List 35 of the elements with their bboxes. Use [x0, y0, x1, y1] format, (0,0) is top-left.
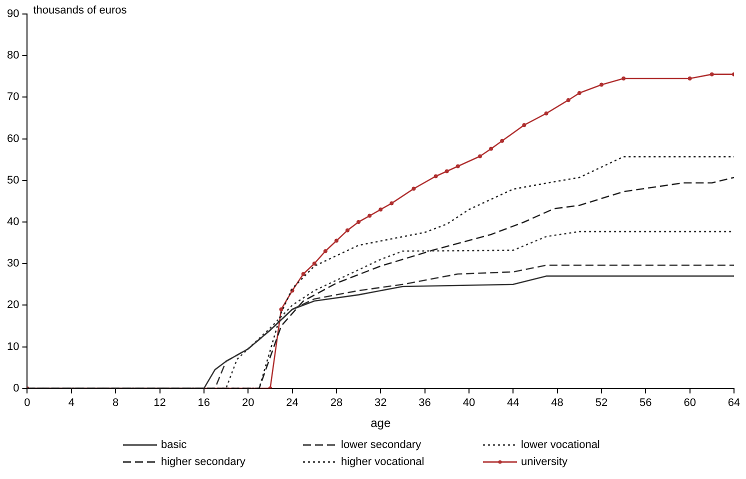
x-tick-label: 56 [640, 397, 652, 410]
x-tick-label: 0 [24, 397, 30, 410]
y-tick-label: 10 [6, 340, 20, 353]
x-tick-label: 36 [418, 397, 431, 410]
x-tick-label: 40 [462, 397, 476, 410]
x-tick-label: 32 [374, 397, 387, 410]
x-tick-label: 28 [330, 397, 343, 410]
legend-label: lower secondary [341, 439, 422, 452]
legend-label: higher secondary [161, 456, 246, 468]
legend-label: lower vocational [521, 439, 600, 452]
legend-label: university [521, 456, 568, 468]
legend-label: basic [161, 439, 188, 452]
y-tick-label: 80 [6, 50, 20, 62]
x-tick-label: 24 [286, 397, 298, 410]
y-tick-label: 40 [6, 216, 20, 228]
x-tick-label: 8 [112, 397, 119, 410]
x-tick-label: 60 [684, 397, 696, 410]
x-tick-label: 20 [242, 397, 254, 410]
x-tick-label: 48 [551, 397, 564, 410]
x-tick-label: 16 [198, 397, 210, 410]
y-tick-label: 20 [6, 299, 20, 312]
y-tick-label: 0 [13, 382, 20, 394]
x-axis-title: age [370, 416, 391, 430]
x-tick-label: 44 [507, 397, 520, 410]
y-tick-label: 90 [6, 8, 20, 20]
x-tick-label: 52 [595, 397, 608, 410]
y-axis-title: thousands of euros [33, 4, 128, 17]
x-tick-label: 12 [154, 397, 166, 410]
x-tick-label: 64 [728, 397, 740, 410]
y-tick-label: 30 [6, 258, 20, 270]
x-tick-label: 4 [68, 397, 74, 410]
y-tick-label: 50 [6, 174, 20, 186]
y-tick-label: 70 [6, 91, 20, 104]
legend-label: higher vocational [341, 456, 424, 468]
y-tick-label: 60 [6, 132, 20, 145]
